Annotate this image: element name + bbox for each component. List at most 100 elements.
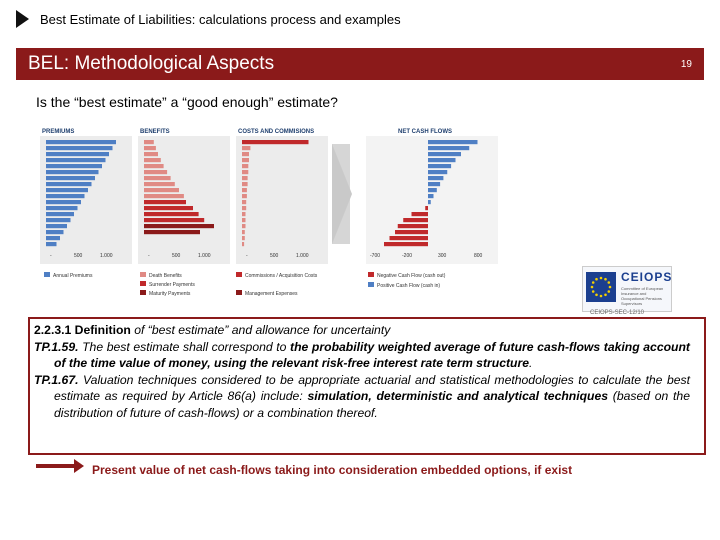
benefits-bar-surrender [144,230,200,235]
tp-1-67-text-a: Valuation techniques considered to be ap… [54,372,690,404]
ceiops-name: CEIOPS [621,270,673,284]
costs-panel [236,136,328,264]
legend-swatch-surrender [140,281,146,286]
presentation-title: Best Estimate of Liabilities: calculatio… [40,12,401,27]
net-tick-0: -700 [370,253,380,259]
net-bar [425,206,428,211]
cash-flow-figure: PREMIUMS BENEFITS COSTS AND COMMISIONS N… [36,124,506,309]
premiums-bar [46,194,85,199]
costs-bar [242,212,246,217]
costs-bar [242,182,248,187]
costs-bar [242,206,247,211]
tp-1-59-text-end: . [529,356,533,371]
premiums-bar [46,242,57,247]
costs-bar [242,188,247,193]
premiums-bar [46,146,113,151]
ceiops-logo: CEIOPS Committee of European Insurance a… [582,266,672,312]
net-bar [395,230,428,235]
costs-bar [242,170,249,175]
benefits-bar-surrender [144,218,205,223]
legend-swatch-positive [368,282,374,287]
costs-bar [242,164,249,169]
benefits-bar-death [144,194,184,199]
cash-flow-figure-svg: PREMIUMS BENEFITS COSTS AND COMMISIONS N… [40,129,498,297]
premiums-bar [46,176,95,181]
net-bar [428,152,461,157]
benefits-tick-0: - [148,253,150,259]
legend-surrender: Surrender Payments [149,282,195,288]
transition-arrow-icon [332,144,352,244]
benefits-bar-death [144,188,179,193]
heading-net: NET CASH FLOWS [398,129,452,135]
slide-title: BEL: Methodological Aspects [28,53,275,74]
benefits-bar-death [144,164,164,169]
premiums-bar [46,218,71,223]
legend-premiums: Annual Premiums [53,273,93,279]
tp-1-67-text-b: (based on the distribution of future of … [54,389,690,420]
definition-text: 2.2.3.1 Definition of “best estimate” an… [34,322,690,422]
net-bar [411,212,428,217]
benefits-tick-1: 500 [172,253,181,259]
premiums-bar [46,230,64,235]
benefits-bar-death [144,176,171,181]
arrow-right-icon [36,464,76,468]
costs-tick-2: 1.000 [296,253,309,259]
costs-bar [242,242,245,247]
legend-management: Management Expenses [245,291,298,297]
net-bar [428,158,456,163]
legend-negative: Negative Cash Flow (cash out) [377,273,446,279]
premiums-bar [46,224,67,229]
tp-1-59-text-a: The best estimate shall correspond to [78,339,291,354]
net-bar [428,182,441,187]
net-tick-2: 300 [438,253,447,259]
slide-title-banner: BEL: Methodological Aspects 19 [16,48,704,80]
legend-swatch-negative [368,272,374,277]
legend-swatch-commissions [236,272,242,277]
premiums-bar [46,164,102,169]
legend-swatch-premiums [44,272,50,277]
costs-bar [242,176,248,181]
tp-1-67-label: TP.1.67. [34,372,79,387]
net-bar [428,164,452,169]
net-tick-1: -200 [402,253,412,259]
benefits-bar-death [144,140,154,145]
legend-maturity: Maturity Payments [149,291,191,297]
net-bar [428,146,470,151]
legend-commissions: Commissions / Acquisition Costs [245,273,318,279]
benefits-bar-surrender [144,224,214,229]
net-bar [403,218,428,223]
net-tick-3: 800 [474,253,483,259]
premiums-bar [46,212,74,217]
benefits-bar-death [144,170,168,175]
question-text: Is the “best estimate” a “good enough” e… [36,94,338,110]
legend-swatch-maturity [140,290,146,295]
net-bar [428,194,434,199]
benefits-bar-surrender [144,212,199,217]
net-bar [428,188,437,193]
tp-1-67: TP.1.67. Valuation techniques considered… [34,372,690,422]
benefits-bar-surrender [144,206,193,211]
definition-heading: 2.2.3.1 Definition of “best estimate” an… [34,322,690,339]
definition-box [28,317,706,455]
costs-bar [242,158,249,163]
costs-bar [242,140,309,145]
net-bar [389,236,428,241]
costs-bar [242,152,249,157]
premiums-bar [46,182,92,187]
conclusion-text: Present value of net cash-flows taking i… [92,463,573,477]
costs-bar [242,200,247,205]
benefits-tick-2: 1.000 [198,253,211,259]
premiums-bar [46,200,81,205]
costs-bar [242,218,246,223]
costs-bar [242,230,245,235]
benefits-bar-death [144,182,175,187]
net-bar [397,224,428,229]
arrow-head-icon [74,459,84,473]
benefits-bar-death [144,158,161,163]
premiums-tick-1: 500 [74,253,83,259]
legend-swatch-death [140,272,146,277]
page-number: 19 [680,59,692,70]
net-bar [428,170,448,175]
costs-bar [242,146,251,151]
eu-flag-icon [586,272,616,302]
